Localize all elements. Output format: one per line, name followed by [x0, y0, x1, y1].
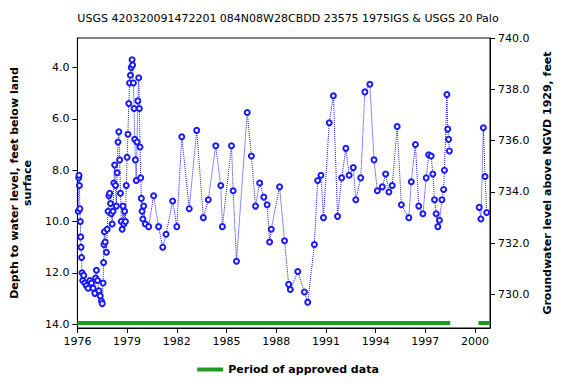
svg-text:1982: 1982 [163, 335, 191, 348]
svg-text:1988: 1988 [262, 335, 290, 348]
svg-text:1997: 1997 [411, 335, 439, 348]
svg-text:732.0: 732.0 [498, 237, 530, 250]
svg-text:12.0: 12.0 [45, 266, 70, 279]
svg-text:Period of approved data: Period of approved data [228, 363, 379, 376]
svg-text:736.0: 736.0 [498, 134, 530, 147]
svg-text:USGS 420320091472201 084N08W28: USGS 420320091472201 084N08W28CBDD 23575… [77, 12, 499, 25]
svg-text:1985: 1985 [213, 335, 241, 348]
svg-text:surface: surface [21, 160, 34, 206]
svg-text:740.0: 740.0 [498, 32, 530, 45]
svg-text:1976: 1976 [63, 335, 91, 348]
svg-text:734.0: 734.0 [498, 185, 530, 198]
svg-text:Groundwater level above NGVD 1: Groundwater level above NGVD 1929, feet [541, 51, 554, 314]
svg-text:730.0: 730.0 [498, 288, 530, 301]
svg-text:14.0: 14.0 [45, 318, 70, 331]
svg-text:738.0: 738.0 [498, 83, 530, 96]
svg-text:1979: 1979 [113, 335, 141, 348]
svg-text:1994: 1994 [362, 335, 390, 348]
svg-text:8.0: 8.0 [52, 164, 70, 177]
svg-text:2000: 2000 [461, 335, 489, 348]
svg-text:6.0: 6.0 [52, 112, 70, 125]
svg-text:4.0: 4.0 [52, 61, 70, 74]
svg-text:Depth to water level, feet bel: Depth to water level, feet below land [8, 67, 21, 299]
svg-text:10.0: 10.0 [45, 215, 70, 228]
svg-text:1991: 1991 [312, 335, 340, 348]
